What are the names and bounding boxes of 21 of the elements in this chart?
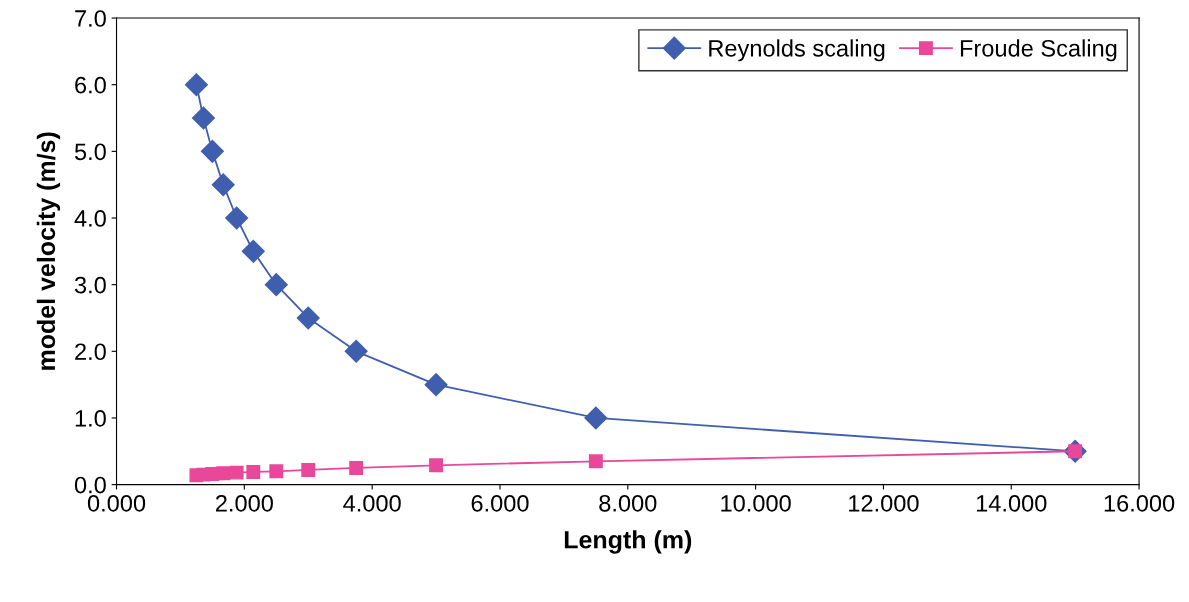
y-tick-label: 3.0 [74,276,106,294]
x-tick-label: 2.000 [215,494,273,512]
y-tick-label: 7.0 [75,10,106,27]
x-tick-label: 16.000 [1104,494,1175,512]
x-tick-label: 6.000 [471,494,529,512]
y-axis-title: model velocity (m/s) [36,132,61,370]
x-tick-label: 8.000 [599,494,657,512]
legend-label: Froude Scaling [960,39,1117,62]
y-tick-label: 0.0 [74,476,106,494]
legend-label: Reynolds scaling [709,39,885,62]
x-axis-title: Length (m) [564,530,692,554]
y-tick-label: 5.0 [74,143,106,161]
x-tick-label: 10.000 [721,494,791,512]
y-tick-label: 6.0 [75,76,106,94]
x-tick-label: 12.000 [849,494,919,512]
y-tick-label: 4.0 [74,210,106,227]
x-tick-label: 14.000 [976,494,1047,512]
x-tick-label: 4.000 [343,494,401,512]
x-tick-label: 0.000 [87,494,146,512]
y-tick-label: 1.0 [75,410,106,427]
y-tick-label: 2.0 [75,343,106,361]
